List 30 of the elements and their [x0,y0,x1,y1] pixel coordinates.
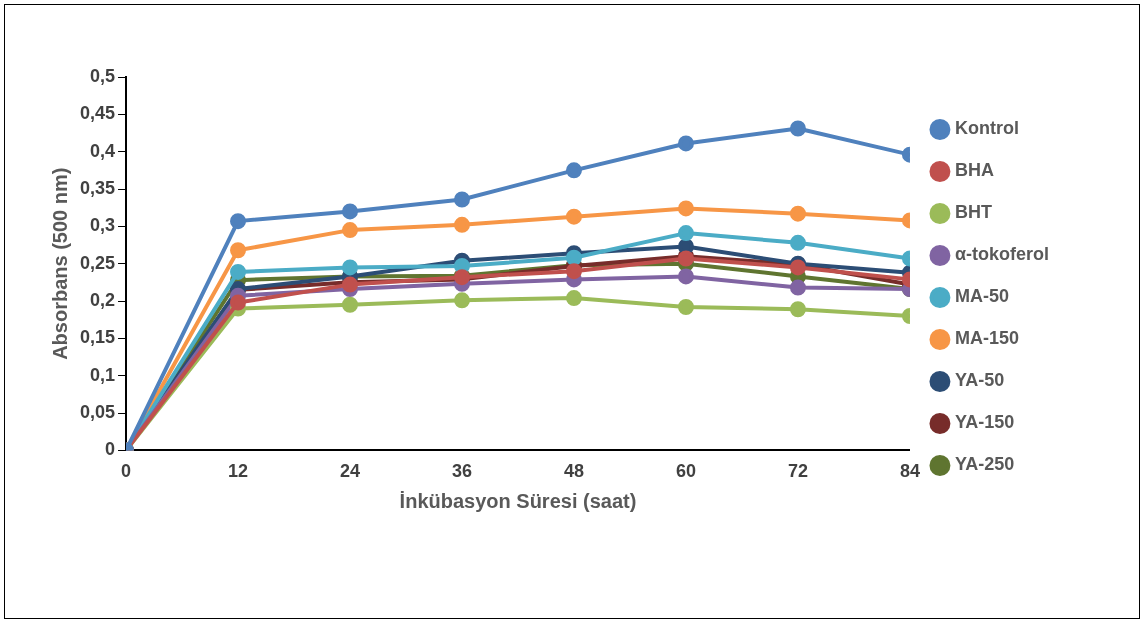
y-tick-label: 0,1 [90,364,116,385]
y-tick-label: 0,35 [79,177,116,198]
x-tick-label: 0 [121,461,132,482]
legend-label: BHT [954,202,992,223]
x-tick-label: 72 [787,461,808,482]
legend-label: MA-150 [954,328,1019,349]
y-tick-label: 0,5 [90,65,116,86]
y-axis-title: Absorbans (500 nm) [48,167,71,360]
legend-label: BHA [954,160,994,181]
y-tick-label: 0,45 [79,103,116,124]
x-tick-label: 12 [228,461,249,482]
legend-label: Kontrol [954,118,1019,139]
y-tick-label: 0,05 [79,402,116,423]
x-tick-label: 24 [339,461,361,482]
legend-label: YA-50 [954,370,1005,391]
y-tick-label: 0,4 [90,140,116,161]
x-tick-label: 60 [675,461,696,482]
x-axis-title: İnkübasyon Süresi (saat) [399,489,637,512]
legend-label: α-tokoferol [954,244,1049,265]
legend-label: YA-150 [954,412,1015,433]
y-tick-label: 0,15 [79,327,116,348]
y-tick-label: 0,3 [90,215,116,236]
y-tick-label: 0,25 [79,252,116,273]
legend-label: MA-50 [954,286,1009,307]
x-tick-label: 48 [563,461,584,482]
legend-label: YA-250 [954,454,1015,475]
y-tick-label: 0,2 [90,290,116,311]
x-tick-label: 84 [899,461,920,482]
x-tick-label: 36 [451,461,473,482]
y-tick-label: 0 [105,439,116,460]
